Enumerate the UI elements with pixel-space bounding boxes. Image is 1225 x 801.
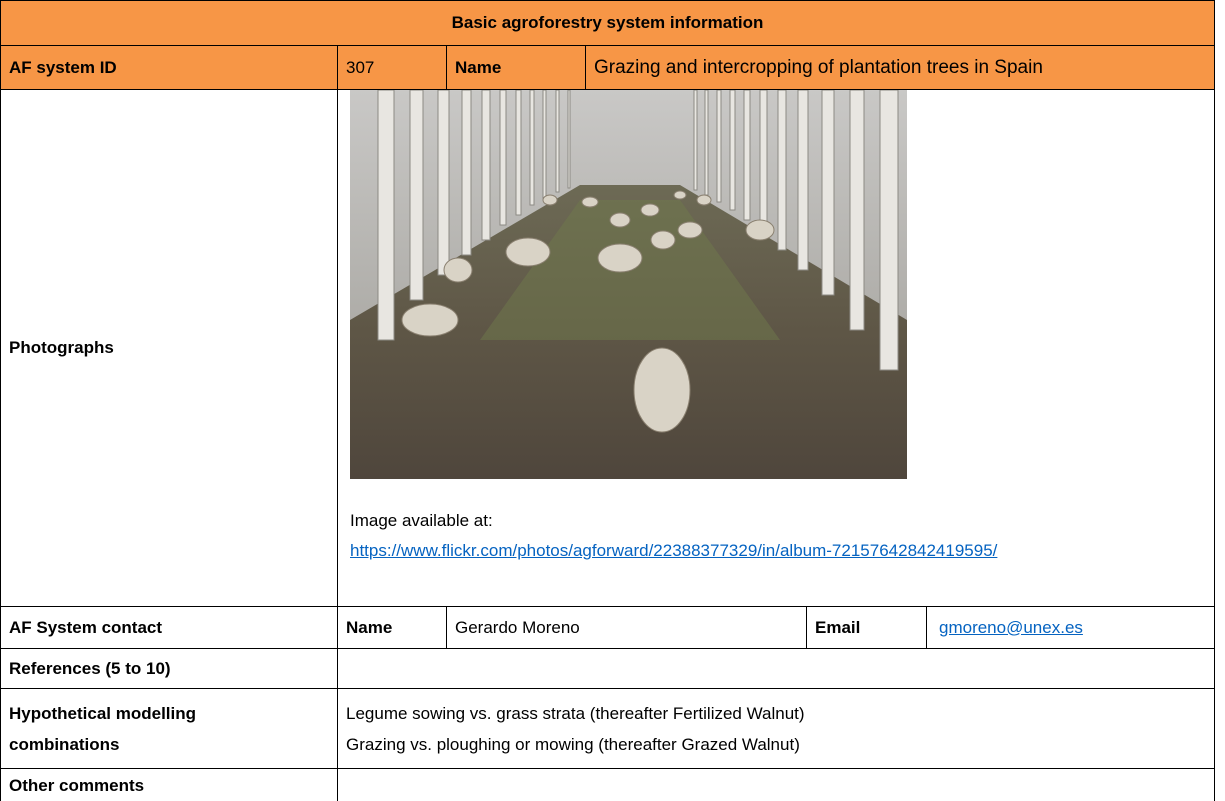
references-label: References (5 to 10) [0,648,338,689]
modelling-label-cell: Hypothetical modelling combinations [0,688,338,769]
link-wrap: https://www.flickr.com/photos/agforward/… [350,536,1030,566]
modelling-item: Grazing vs. ploughing or mowing (thereaf… [346,734,800,754]
contact-label: AF System contact [0,606,338,649]
caption: Image available at: [350,511,493,530]
id-value: 307 [337,45,447,90]
contact-email-label: Email [806,606,927,649]
photo-link[interactable]: https://www.flickr.com/photos/agforward/… [350,541,998,560]
name-label: Name [446,45,586,90]
modelling-item: Legume sowing vs. grass strata (thereaft… [346,703,805,723]
modelling-label: Hypothetical modelling combinations [9,703,197,754]
header-title: Basic agroforestry system information [0,0,1215,46]
name-value: Grazing and intercropping of plantation … [585,45,1215,90]
modelling-items: Legume sowing vs. grass strata (thereaft… [337,688,1215,769]
contact-email-cell: gmoreno@unex.es [926,606,1215,649]
photographs-cell: Image available at: https://www.flickr.c… [337,89,1215,607]
comments-value [337,768,1215,801]
contact-email[interactable]: gmoreno@unex.es [939,617,1083,637]
contact-name-label: Name [337,606,447,649]
photographs-label: Photographs [0,89,338,607]
contact-name: Gerardo Moreno [446,606,807,649]
references-value [337,648,1215,689]
id-label: AF system ID [0,45,338,90]
comments-label: Other comments [0,768,338,801]
photo [350,90,907,479]
